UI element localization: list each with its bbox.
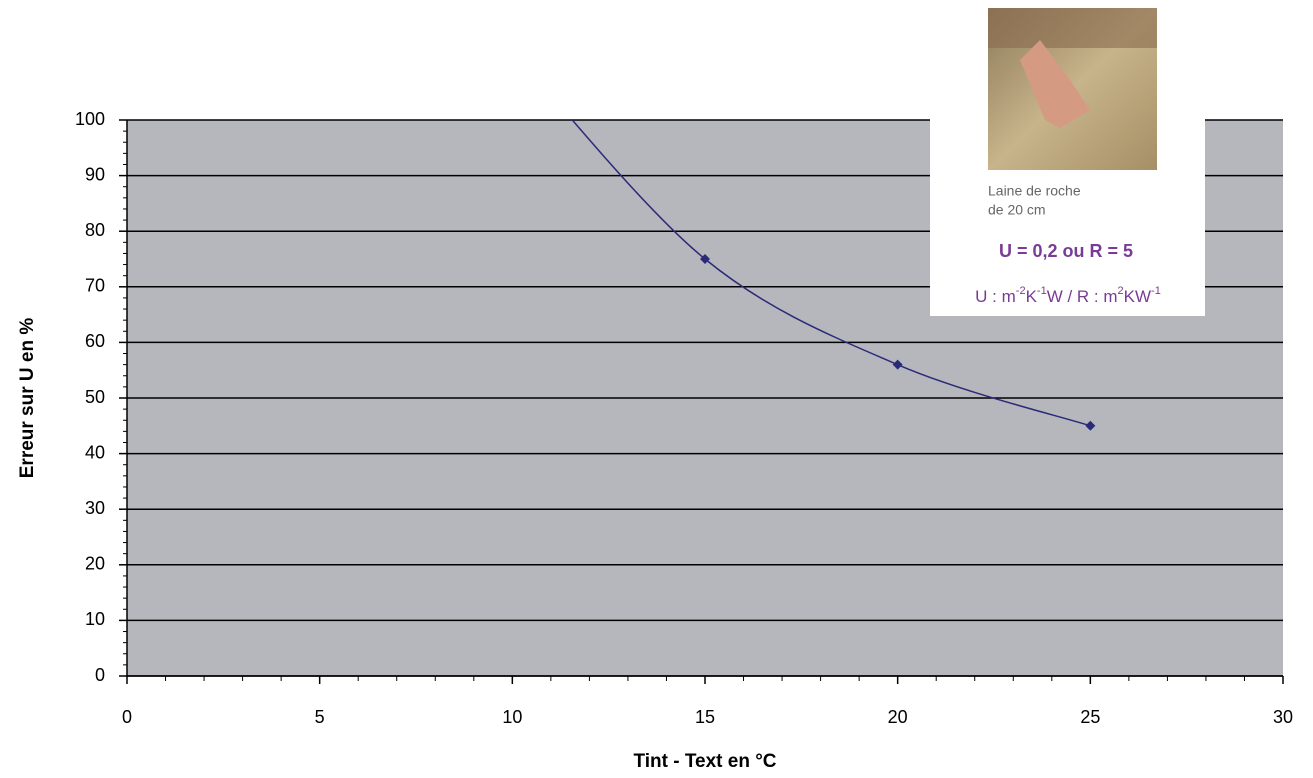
y-tick-label: 30 bbox=[85, 498, 105, 518]
x-tick-label: 10 bbox=[502, 707, 522, 727]
units-text: W / R : m bbox=[1047, 287, 1118, 306]
line bbox=[571, 120, 1091, 427]
inset-caption: de 20 cm bbox=[988, 202, 1046, 218]
x-tick-label: 30 bbox=[1273, 707, 1293, 727]
superscript: -2 bbox=[1016, 285, 1026, 297]
photo-hand bbox=[1020, 40, 1090, 128]
x-tick-label: 25 bbox=[1080, 707, 1100, 727]
y-tick-label: 0 bbox=[95, 665, 105, 685]
y-tick-label: 90 bbox=[85, 164, 105, 184]
y-tick-label: 70 bbox=[85, 276, 105, 296]
units-text: KW bbox=[1124, 287, 1151, 306]
units-text: K bbox=[1026, 287, 1038, 306]
y-axis-title: Erreur sur U en % bbox=[17, 318, 38, 479]
inset-headline: U = 0,2 ou R = 5 bbox=[999, 241, 1133, 261]
x-tick-label: 5 bbox=[315, 707, 325, 727]
units-text: U : m bbox=[975, 287, 1016, 306]
y-tick-label: 60 bbox=[85, 331, 105, 351]
x-tick-label: 15 bbox=[695, 707, 715, 727]
x-tick-label: 0 bbox=[122, 707, 132, 727]
inset: Laine de roche de 20 cm U = 0,2 ou R = 5… bbox=[930, 0, 1205, 316]
y-tick-label: 20 bbox=[85, 554, 105, 574]
marker bbox=[892, 359, 903, 370]
superscript: -1 bbox=[1037, 285, 1047, 297]
photo-part bbox=[988, 8, 1157, 48]
inset-units: U : m-2K-1W / R : m2KW-1 bbox=[975, 285, 1161, 307]
marker bbox=[700, 254, 710, 264]
y-tick-label: 100 bbox=[75, 109, 105, 129]
y-tick-label: 40 bbox=[85, 442, 105, 462]
y-tick-label: 80 bbox=[85, 220, 105, 240]
x-axis-title: Tint - Text en °C bbox=[633, 751, 776, 772]
x-tick-label: 20 bbox=[888, 707, 908, 727]
superscript: 2 bbox=[1118, 285, 1124, 297]
inset-caption: Laine de roche bbox=[988, 183, 1081, 199]
y-tick-label: 10 bbox=[85, 609, 105, 629]
marker bbox=[1085, 420, 1096, 431]
y-tick-label: 50 bbox=[85, 387, 105, 407]
superscript: -1 bbox=[1151, 285, 1161, 297]
